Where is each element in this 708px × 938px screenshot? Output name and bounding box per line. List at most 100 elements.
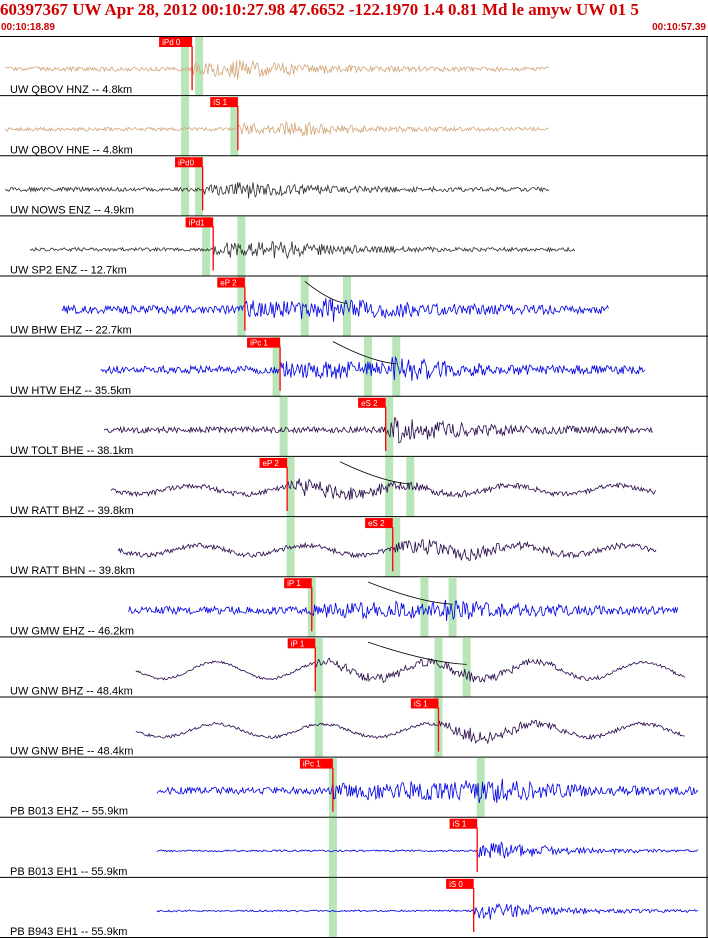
pick-label-box xyxy=(175,157,203,168)
pick-window xyxy=(279,396,288,457)
seismogram-panel: iPd 0 UW QBOV HNZ -- 4.8km iS 1 UW QBOV HNE… xyxy=(0,36,708,938)
pick-label-box xyxy=(185,217,214,228)
station-label: PB B943 EH1 -- 55.9km xyxy=(10,926,127,938)
station-label: UW BHW EHZ -- 22.7km xyxy=(10,325,132,337)
pick-label: iS 0 xyxy=(449,880,463,889)
pick-window xyxy=(342,276,351,337)
pick-label: iPd0 xyxy=(178,158,195,167)
pick-window xyxy=(328,877,337,938)
predicted-arrival-curve xyxy=(367,641,467,665)
pick-window xyxy=(462,637,471,698)
waveform xyxy=(156,841,699,859)
pick-window xyxy=(420,577,429,638)
waveform xyxy=(135,657,686,684)
event-header: 60397367 UW Apr 28, 2012 00:10:27.98 47.… xyxy=(0,0,639,19)
trace-row: iS 1 UW QBOV HNE -- 4.8km xyxy=(0,96,708,157)
pick-label-box xyxy=(159,37,193,47)
waveform xyxy=(110,478,656,501)
pick-label-box xyxy=(449,818,478,829)
waveform xyxy=(103,417,654,444)
trace-row: iPd0 UW NOWS ENZ -- 4.9km xyxy=(0,156,708,217)
pick-window xyxy=(385,456,394,518)
pick-label-box xyxy=(259,457,288,468)
station-label: UW GNW BHE -- 48.4km xyxy=(10,746,133,758)
pick-label: eS 2 xyxy=(361,399,378,408)
predicted-arrival-curve xyxy=(332,341,397,365)
pick-window xyxy=(448,577,457,638)
pick-window xyxy=(385,396,394,457)
waveform xyxy=(5,59,549,80)
waveform xyxy=(156,903,699,920)
pick-window xyxy=(392,336,401,397)
pick-window xyxy=(230,96,239,157)
station-label: UW GNW BHZ -- 48.4km xyxy=(10,685,133,697)
start-time-label: 00:10:18.89 xyxy=(1,22,55,33)
pick-label-box xyxy=(217,277,245,288)
station-label: UW QBOV HNE -- 4.8km xyxy=(10,144,133,156)
trace-row: iP 1 UW GMW EHZ -- 46.2km xyxy=(0,577,708,638)
station-label: UW GMW EHZ -- 46.2km xyxy=(10,625,134,637)
trace-row: iS 1 UW GNW BHE -- 48.4km xyxy=(0,697,708,758)
pick-label-box xyxy=(358,397,386,408)
pick-label: iPc 1 xyxy=(250,339,268,348)
trace-row: eP 2 UW BHW EHZ -- 22.7km xyxy=(0,276,708,337)
pick-window xyxy=(314,637,323,698)
predicted-arrival-curve xyxy=(304,281,348,304)
pick-label-box xyxy=(365,518,393,529)
waveform xyxy=(5,182,550,199)
trace-row: eS 2 UW TOLT BHE -- 38.1km xyxy=(0,396,708,457)
station-label: UW RATT BHZ -- 39.8km xyxy=(10,505,134,517)
trace-row: iS 0 PB B943 EH1 -- 55.9km xyxy=(0,877,708,938)
seismogram-svg: iPd 0 UW QBOV HNZ -- 4.8km iS 1 UW QBOV HNE… xyxy=(0,36,708,938)
pick-window xyxy=(328,817,337,878)
pick-window xyxy=(195,156,204,217)
pick-window xyxy=(476,757,485,818)
waveform xyxy=(135,719,685,745)
waveform xyxy=(128,599,678,622)
trace-row: iPd1 UW SP2 ENZ -- 12.7km xyxy=(0,216,708,277)
pick-label: iS 1 xyxy=(414,699,428,708)
station-label: UW NOWS ENZ -- 4.9km xyxy=(10,204,134,216)
station-label: PB B013 EHZ -- 55.9km xyxy=(10,806,128,818)
pick-window xyxy=(181,36,190,97)
pick-label: iS 1 xyxy=(213,98,227,107)
trace-row: iPc 1 UW HTW EHZ -- 35.5km xyxy=(0,336,708,397)
pick-window xyxy=(314,697,323,758)
pick-window xyxy=(237,216,246,277)
waveform xyxy=(61,298,609,322)
pick-label: eP 2 xyxy=(220,279,237,288)
trace-row: iP 1 UW GNW BHZ -- 48.4km xyxy=(0,637,708,698)
station-label: UW TOLT BHE -- 38.1km xyxy=(10,445,133,457)
waveform xyxy=(156,778,699,804)
station-label: UW SP2 ENZ -- 12.7km xyxy=(10,265,127,277)
trace-row: iS 1 PB B013 EH1 -- 55.9km xyxy=(0,817,708,878)
pick-label: iPd1 xyxy=(189,218,206,227)
trace-row: iPd 0 UW QBOV HNZ -- 4.8km xyxy=(0,36,708,97)
pick-label: eP 2 xyxy=(263,459,280,468)
pick-label-box xyxy=(210,97,238,108)
pick-window xyxy=(385,517,394,578)
trace-row: iPc 1 PB B013 EHZ -- 55.9km xyxy=(0,757,708,818)
station-label: PB B013 EH1 -- 55.9km xyxy=(10,866,127,878)
end-time-label: 00:10:57.39 xyxy=(652,22,706,33)
pick-label-box xyxy=(410,698,439,709)
pick-window xyxy=(202,216,211,277)
pick-window xyxy=(286,517,295,578)
waveform xyxy=(29,240,576,260)
station-label: UW HTW EHZ -- 35.5km xyxy=(10,385,131,397)
pick-window xyxy=(434,637,443,698)
pick-label-box xyxy=(446,878,474,889)
pick-label: iP 1 xyxy=(287,579,301,588)
trace-row: eS 2 UW RATT BHN -- 39.8km xyxy=(0,517,708,578)
pick-label-box xyxy=(287,638,316,649)
trace-row: eP 2 UW RATT BHZ -- 39.8km xyxy=(0,456,708,518)
pick-window xyxy=(181,156,190,217)
pick-window xyxy=(181,96,190,157)
pick-label-box xyxy=(284,578,312,589)
predicted-arrival-curve xyxy=(367,581,453,605)
pick-window xyxy=(364,336,373,397)
pick-label-box xyxy=(299,758,333,769)
pick-label-box xyxy=(247,337,281,348)
pick-label: eS 2 xyxy=(368,519,385,528)
pick-label: iS 1 xyxy=(453,820,467,829)
